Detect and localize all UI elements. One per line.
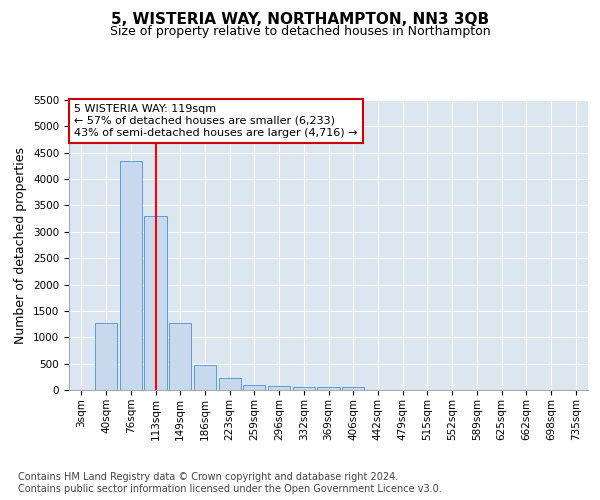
Bar xyxy=(119,160,142,390)
Text: 5 WISTERIA WAY: 119sqm
← 57% of detached houses are smaller (6,233)
43% of semi-: 5 WISTERIA WAY: 119sqm ← 57% of detached… xyxy=(74,104,358,138)
Bar xyxy=(342,388,364,390)
Bar xyxy=(317,388,340,390)
Bar xyxy=(169,323,191,390)
Bar xyxy=(218,378,241,390)
Bar xyxy=(243,386,265,390)
Bar xyxy=(194,364,216,390)
Bar xyxy=(268,386,290,390)
Bar xyxy=(293,387,315,390)
Y-axis label: Number of detached properties: Number of detached properties xyxy=(14,146,28,344)
Bar xyxy=(95,323,117,390)
Text: Contains public sector information licensed under the Open Government Licence v3: Contains public sector information licen… xyxy=(18,484,442,494)
Text: Size of property relative to detached houses in Northampton: Size of property relative to detached ho… xyxy=(110,25,490,38)
Text: 5, WISTERIA WAY, NORTHAMPTON, NN3 3QB: 5, WISTERIA WAY, NORTHAMPTON, NN3 3QB xyxy=(111,12,489,28)
Text: Contains HM Land Registry data © Crown copyright and database right 2024.: Contains HM Land Registry data © Crown c… xyxy=(18,472,398,482)
Bar xyxy=(145,216,167,390)
